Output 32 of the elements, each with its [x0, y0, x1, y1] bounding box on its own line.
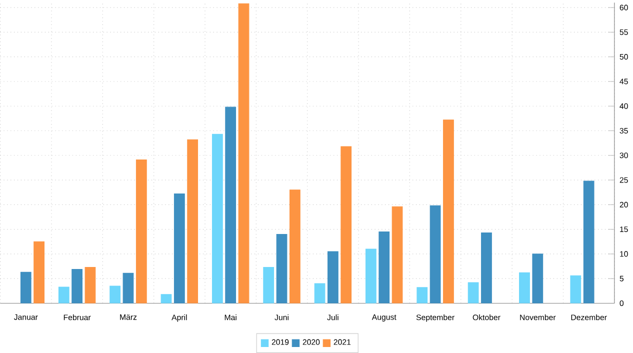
bar: [392, 206, 403, 304]
bar: [187, 139, 198, 304]
bar: [276, 234, 288, 304]
bar: [583, 180, 594, 304]
bar: [263, 266, 274, 304]
bar: [160, 294, 172, 304]
bar: [122, 272, 134, 304]
bar: [430, 205, 441, 304]
bar: [174, 194, 185, 304]
bar: [136, 160, 147, 304]
bar: [34, 241, 44, 304]
bar: [378, 232, 390, 304]
bar: [84, 266, 96, 304]
bar: [416, 287, 428, 304]
bar: [519, 272, 530, 304]
bar: [20, 272, 32, 304]
bar: [58, 286, 70, 304]
bar: [340, 146, 352, 304]
bar: [289, 190, 300, 304]
bar: [72, 268, 82, 304]
bar: [314, 283, 326, 304]
bar: [468, 282, 479, 304]
bar: [238, 3, 250, 304]
bar: [110, 286, 121, 304]
bar: [532, 254, 544, 304]
bar: [481, 232, 492, 304]
bar: [225, 106, 236, 304]
bar: [212, 134, 223, 304]
bar: [443, 120, 454, 304]
bar: [328, 251, 338, 304]
bar: [570, 275, 582, 304]
bar: [366, 248, 376, 304]
